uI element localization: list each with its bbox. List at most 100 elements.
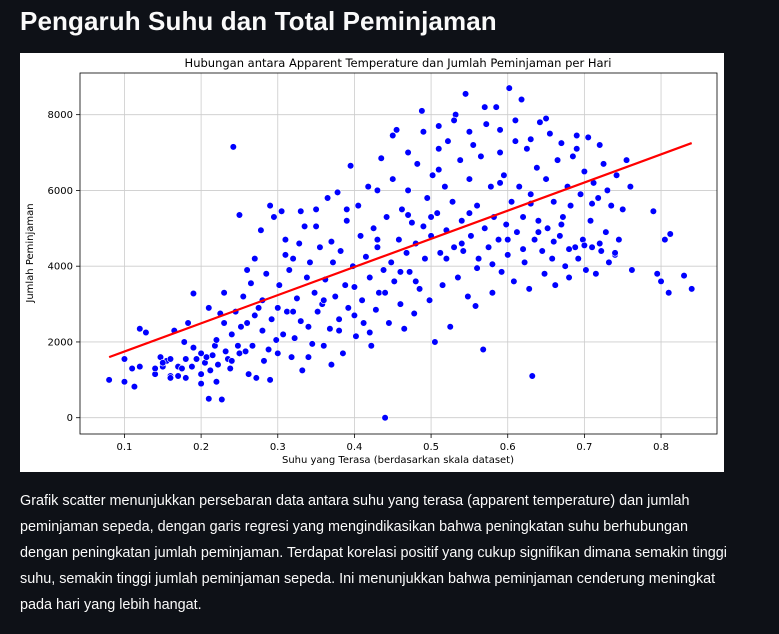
- scatter-point: [435, 165, 443, 174]
- scatter-point: [688, 285, 696, 293]
- scatter-point: [680, 272, 688, 280]
- x-tick-label: 0.5: [423, 442, 439, 453]
- scatter-point: [287, 353, 296, 361]
- scatter-point: [320, 342, 328, 350]
- scatter-point: [387, 258, 395, 267]
- scatter-point: [285, 266, 293, 274]
- scatter-point: [561, 262, 569, 270]
- scatter-point: [241, 347, 250, 356]
- scatter-point: [120, 355, 129, 363]
- scatter-point: [218, 395, 226, 404]
- scatter-point: [469, 141, 477, 149]
- scatter-point: [188, 362, 196, 371]
- scatter-point: [402, 249, 411, 257]
- scatter-point: [612, 171, 621, 179]
- scatter-point: [458, 239, 466, 248]
- scatter-point: [605, 258, 613, 267]
- scatter-point: [237, 323, 245, 331]
- scatter-point: [513, 228, 521, 236]
- scatter-point: [442, 255, 451, 263]
- scatter-point: [234, 342, 242, 350]
- scatter-point: [464, 292, 472, 301]
- scatter-point: [366, 328, 374, 337]
- scatter-point: [343, 217, 351, 225]
- scatter-point: [666, 230, 674, 238]
- scatter-point: [358, 296, 366, 304]
- scatter-point: [228, 330, 236, 338]
- scatter-point: [538, 247, 546, 255]
- scatter-point: [511, 116, 519, 124]
- scatter-point: [465, 128, 474, 136]
- scatter-point: [458, 217, 466, 225]
- scatter-point: [372, 306, 380, 314]
- scatter-point: [484, 243, 493, 251]
- scatter-point: [413, 160, 421, 168]
- page-title: Pengaruh Suhu dan Total Peminjaman: [20, 6, 497, 36]
- scatter-point: [404, 148, 412, 157]
- scatter-point: [235, 349, 244, 357]
- scatter-point: [450, 243, 458, 251]
- scatter-point: [304, 323, 313, 331]
- scatter-point: [481, 103, 489, 111]
- scatter-point: [404, 186, 412, 195]
- scatter-point: [306, 258, 314, 267]
- scatter-point: [283, 308, 291, 316]
- scatter-point: [496, 179, 504, 187]
- scatter-point: [327, 361, 336, 369]
- scatter-point: [396, 300, 405, 308]
- scatter-point: [599, 160, 608, 168]
- scatter-point: [410, 309, 418, 318]
- scatter-point: [392, 126, 401, 134]
- scatter-point: [649, 207, 657, 215]
- scatter-point: [553, 156, 562, 164]
- scatter-point: [505, 84, 513, 92]
- scatter-point: [180, 338, 188, 346]
- scatter-point: [494, 236, 503, 244]
- scatter-point: [510, 277, 518, 285]
- scatter-point: [557, 139, 565, 147]
- scatter-point: [385, 319, 393, 327]
- scatter-point: [323, 194, 332, 202]
- scatter-point: [533, 164, 541, 172]
- x-axis-label: Suhu yang Terasa (berdasarkan skala data…: [282, 455, 514, 466]
- grid-lines: [80, 73, 717, 434]
- scatter-point: [543, 224, 552, 232]
- scatter-point: [289, 308, 297, 316]
- scatter-point: [596, 239, 604, 248]
- scatter-point: [438, 281, 447, 289]
- scatter-point: [515, 183, 523, 191]
- scatter-point: [298, 366, 306, 374]
- scatter-point: [657, 277, 665, 285]
- scatter-point: [548, 255, 556, 263]
- scatter-point: [477, 152, 485, 160]
- scatter-point: [266, 201, 274, 210]
- scatter-point: [596, 141, 604, 149]
- scatter-point: [534, 228, 542, 236]
- scatter-point: [496, 126, 504, 134]
- chart-description: Grafik scatter menunjukkan persebaran da…: [20, 493, 727, 613]
- scatter-point: [136, 362, 144, 371]
- scatter-point: [536, 118, 544, 126]
- scatter-point: [661, 236, 669, 244]
- scatter-point: [166, 374, 175, 382]
- plot-frame: [79, 72, 718, 435]
- scatter-point: [588, 200, 596, 208]
- scatter-point: [105, 376, 113, 384]
- scatter-point: [136, 325, 144, 333]
- scatter-point: [366, 273, 374, 282]
- scatter-point: [534, 217, 542, 225]
- scatter-point: [551, 281, 559, 289]
- y-tick-label: 8000: [48, 110, 73, 121]
- scatter-point: [425, 296, 434, 304]
- y-tick-label: 4000: [48, 262, 73, 273]
- scatter-point: [373, 236, 382, 244]
- scatter-point: [220, 289, 228, 297]
- scatter-point: [528, 372, 536, 380]
- scatter-point: [339, 349, 347, 357]
- scatter-point: [517, 95, 526, 104]
- scatter-chart-figure: 0.1 0.2 0.3 0.4 0.5 0.6 0.7 0.8 0 2000 4000 6000 800…: [20, 53, 724, 472]
- scatter-point: [275, 281, 283, 289]
- scatter-point: [182, 374, 190, 382]
- scatter-point: [270, 213, 278, 221]
- scatter-point: [429, 171, 437, 179]
